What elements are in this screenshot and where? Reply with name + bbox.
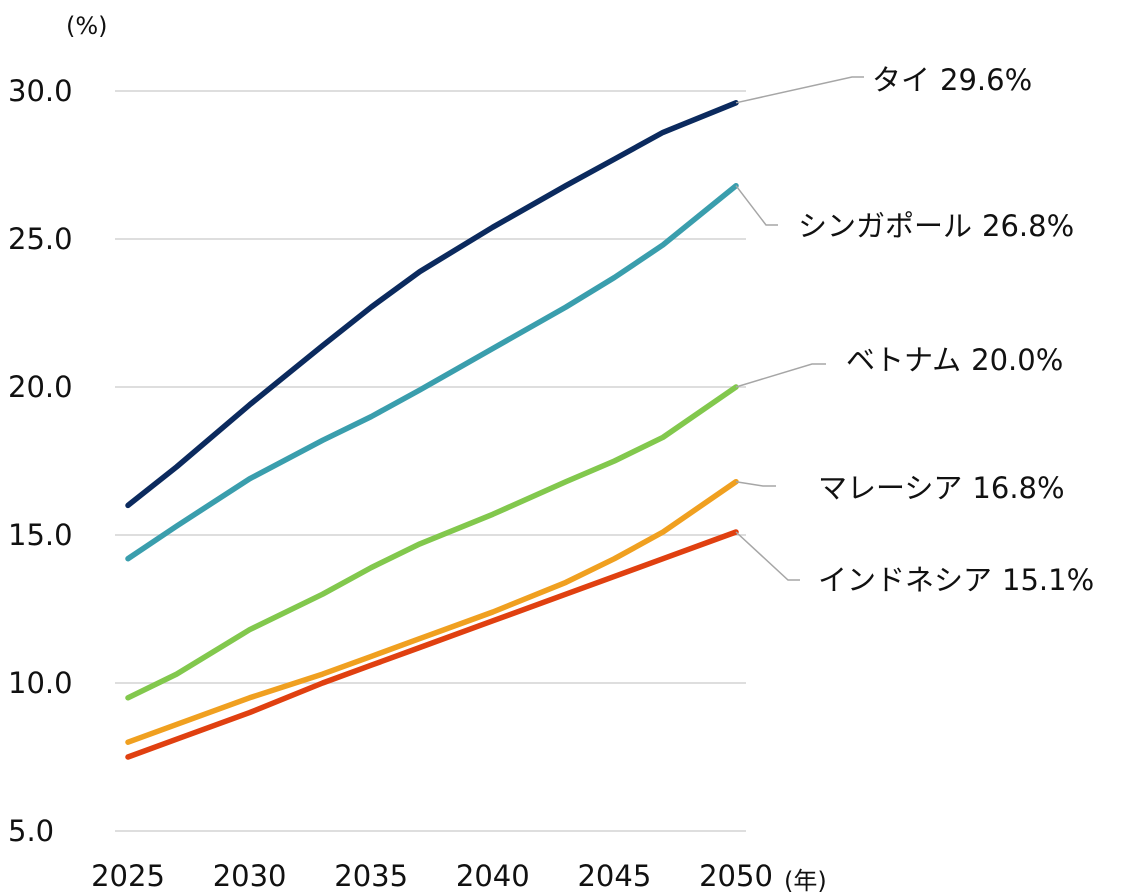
x-tick-label-4: 2045 bbox=[577, 859, 651, 893]
x-axis-unit-label: (年) bbox=[784, 867, 827, 894]
series-end-value-1: 26.8% bbox=[982, 209, 1074, 243]
series-name-0: タイ bbox=[872, 63, 930, 97]
leader-lines bbox=[735, 76, 864, 581]
x-axis-ticks: 2025 2030 2035 2040 2045 2050 bbox=[91, 859, 773, 893]
leader-line-2 bbox=[735, 363, 826, 388]
series-line-1 bbox=[125, 182, 739, 562]
y-axis-ticks: 5.0 10.0 15.0 20.0 25.0 30.0 bbox=[8, 74, 73, 848]
series-name-4: インドネシア bbox=[818, 563, 992, 597]
leader-line-0 bbox=[735, 76, 864, 104]
series-end-value-3: 16.8% bbox=[972, 471, 1064, 505]
y-tick-label-3: 20.0 bbox=[8, 370, 73, 404]
y-tick-label-1: 10.0 bbox=[8, 666, 73, 700]
leader-line-3 bbox=[735, 480, 776, 487]
y-tick-label-4: 25.0 bbox=[8, 222, 73, 256]
series-name-1: シンガポール bbox=[798, 209, 972, 243]
series-line-3 bbox=[125, 478, 739, 745]
series-name-2: ベトナム bbox=[846, 343, 961, 377]
series-line-0 bbox=[125, 100, 739, 509]
leader-line-1 bbox=[735, 185, 778, 226]
series-name-3: マレーシア bbox=[818, 471, 962, 505]
series-end-value-4: 15.1% bbox=[1002, 563, 1094, 597]
series-label-3: マレーシア 16.8% bbox=[818, 471, 1065, 505]
grid-lines bbox=[115, 90, 746, 832]
series-line-2 bbox=[125, 384, 739, 701]
leader-line-4 bbox=[735, 531, 800, 581]
y-axis-unit-label: (%) bbox=[66, 12, 108, 40]
y-tick-label-2: 15.0 bbox=[8, 518, 73, 552]
series-label-4: インドネシア 15.1% bbox=[818, 563, 1094, 597]
series-label-1: シンガポール 26.8% bbox=[798, 209, 1074, 243]
x-tick-label-2: 2035 bbox=[334, 859, 408, 893]
series-line-4 bbox=[125, 529, 739, 760]
y-tick-label-5: 30.0 bbox=[8, 74, 73, 108]
series-end-value-0: 29.6% bbox=[940, 63, 1032, 97]
series-end-value-2: 20.0% bbox=[971, 343, 1063, 377]
series-label-2: ベトナム 20.0% bbox=[846, 343, 1063, 377]
series-end-labels: タイ 29.6% シンガポール 26.8% ベトナム 20.0% マレーシア 16.8% インド… bbox=[798, 63, 1094, 597]
x-tick-label-3: 2040 bbox=[456, 859, 530, 893]
series-lines bbox=[125, 100, 739, 760]
x-tick-label-5: 2050 bbox=[699, 859, 773, 893]
y-tick-label-0: 5.0 bbox=[8, 814, 54, 848]
x-tick-label-1: 2030 bbox=[213, 859, 287, 893]
x-tick-label-0: 2025 bbox=[91, 859, 165, 893]
series-label-0: タイ 29.6% bbox=[872, 63, 1032, 97]
